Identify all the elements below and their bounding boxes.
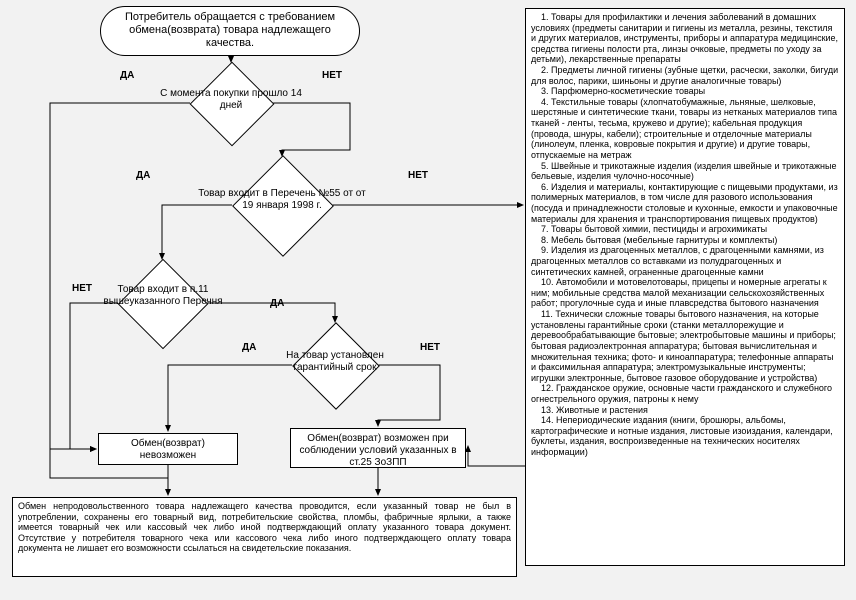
exclusion-list-item: 13. Животные и растения <box>531 405 839 416</box>
conditions-note-text: Обмен непродовольственного товара надлеж… <box>18 501 511 553</box>
exclusion-list-item: 2. Предметы личной гигиены (зубные щетки… <box>531 65 839 86</box>
exclusion-list-item: 12. Гражданское оружие, основные части г… <box>531 383 839 404</box>
exclusion-list-item: 1. Товары для профилактики и лечения заб… <box>531 12 839 65</box>
exclusion-list-item: 5. Швейные и трикотажные изделия (издели… <box>531 161 839 182</box>
proc-return-impossible: Обмен(возврат) невозможен <box>98 433 238 465</box>
lbl-d3-yes: ДА <box>270 298 284 309</box>
conditions-note-box: Обмен непродовольственного товара надлеж… <box>12 497 517 577</box>
decision-d4-text: На товар установлен гарантийный срок <box>264 350 406 373</box>
exclusion-list-item: 8. Мебель бытовая (мебельные гарнитуры и… <box>531 235 839 246</box>
exclusion-list-item: 6. Изделия и материалы, контактирующие с… <box>531 182 839 224</box>
exclusion-list-item: 10. Автомобили и мотовелотовары, прицепы… <box>531 277 839 309</box>
decision-d3-text: Товар входит в п.11 вышеуказанного Переч… <box>98 284 228 307</box>
lbl-d3-no: НЕТ <box>72 283 92 294</box>
exclusion-list-item: 14. Непериодические издания (книги, брош… <box>531 415 839 457</box>
proc-return-possible: Обмен(возврат) возможен при соблюдении у… <box>290 428 466 468</box>
decision-d1-text: С момента покупки прошло 14 дней <box>160 88 302 111</box>
exclusion-list-item: 4. Текстильные товары (хлопчатобумажные,… <box>531 97 839 161</box>
exclusion-list-item: 7. Товары бытовой химии, пестициды и агр… <box>531 224 839 235</box>
exclusion-list-box: 1. Товары для профилактики и лечения заб… <box>525 8 845 566</box>
exclusion-list-item: 11. Технически сложные товары бытового н… <box>531 309 839 383</box>
exclusion-list-item: 3. Парфюмерно-косметические товары <box>531 86 839 97</box>
lbl-d2-yes: ДА <box>136 170 150 181</box>
lbl-d1-yes: ДА <box>120 70 134 81</box>
lbl-d4-no: НЕТ <box>420 342 440 353</box>
lbl-d4-yes: ДА <box>242 342 256 353</box>
start-node: Потребитель обращается с требованием обм… <box>100 6 360 56</box>
lbl-d2-no: НЕТ <box>408 170 428 181</box>
start-text: Потребитель обращается с требованием обм… <box>125 11 335 49</box>
decision-d2-text: Товар входит в Перечень №55 от от 19 янв… <box>196 188 368 211</box>
flowchart-page: { "flowchart": { "type": "flowchart", "b… <box>0 0 856 600</box>
lbl-d1-no: НЕТ <box>322 70 342 81</box>
exclusion-list-item: 9. Изделия из драгоценных металлов, с др… <box>531 245 839 277</box>
